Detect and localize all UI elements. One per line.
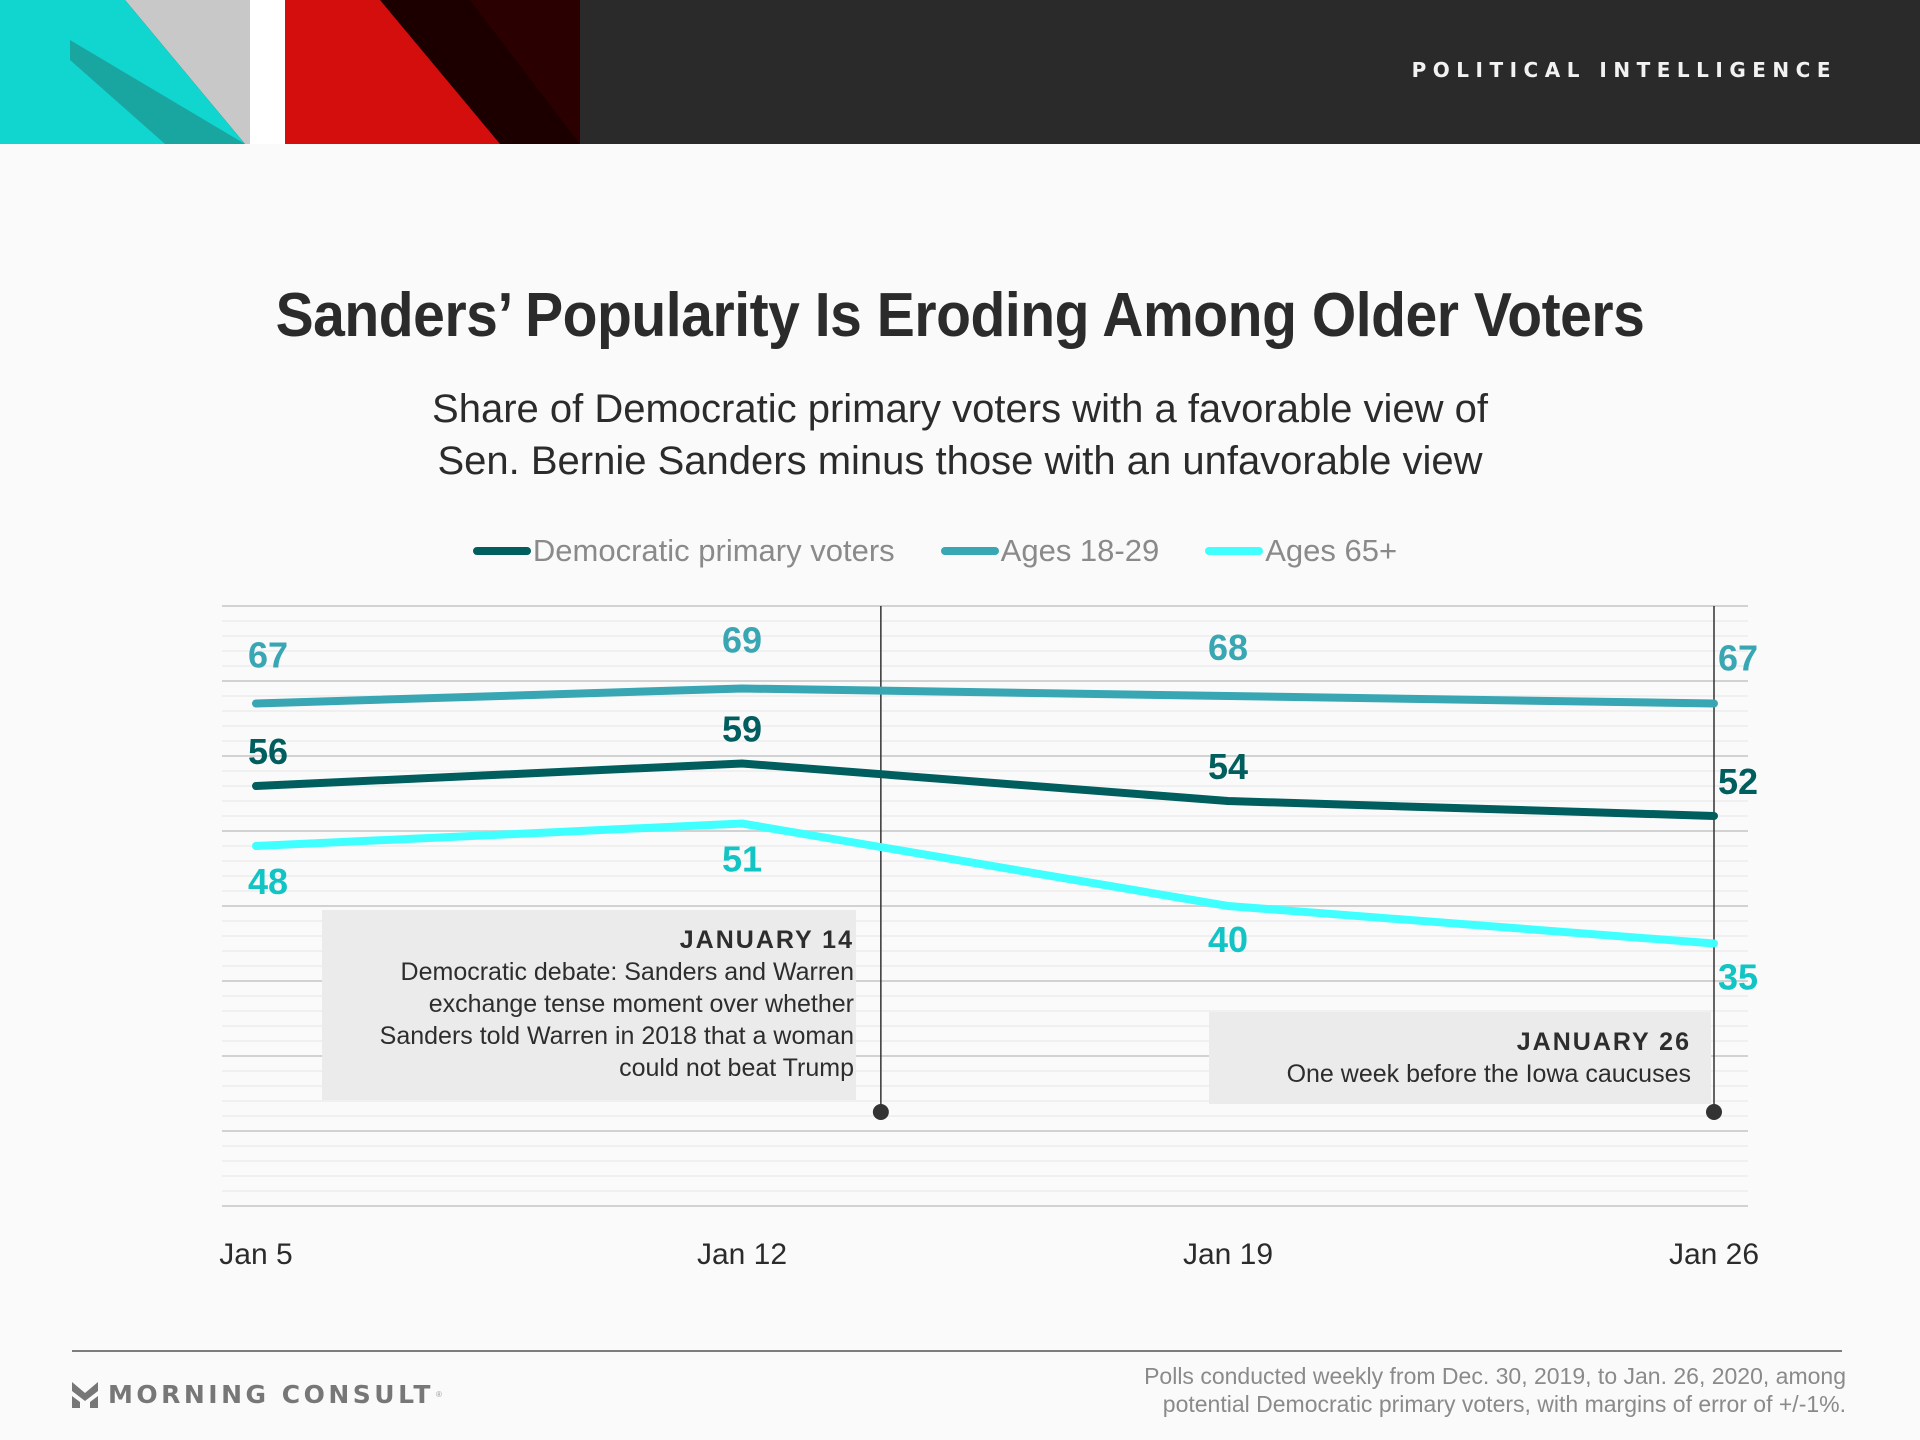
data-label: 67 — [248, 635, 288, 676]
annotation-text-line: exchange tense moment over whether — [428, 990, 854, 1018]
x-tick-label: Jan 12 — [697, 1238, 787, 1271]
annotation-date: JANUARY 14 — [679, 926, 854, 954]
morning-consult-logo-icon — [72, 1381, 98, 1408]
data-label: 69 — [722, 620, 762, 661]
x-tick-label: Jan 19 — [1183, 1238, 1273, 1271]
data-label: 56 — [248, 731, 288, 772]
series-line-democratic-primary-voters — [252, 759, 1718, 820]
annotation-marker-dot — [872, 1104, 889, 1120]
annotation-marker-dot — [1706, 1104, 1722, 1120]
legend-item-ages-18-29: Ages 18-29 — [940, 533, 1160, 569]
subtitle-line: Sen. Bernie Sanders minus those with an … — [437, 439, 1483, 483]
annotation-january-14: JANUARY 14 Democratic debate: Sanders an… — [322, 910, 856, 1100]
data-label: 51 — [722, 839, 762, 880]
series-line-ages-18-29 — [252, 684, 1718, 708]
chart-title: Sanders’ Popularity Is Eroding Among Old… — [275, 281, 1645, 350]
section-label: POLITICAL INTELLIGENCE — [1411, 58, 1837, 82]
chart-legend: Democratic primary voters Ages 18-29 Age… — [0, 533, 1895, 569]
data-label: 40 — [1208, 919, 1248, 960]
subtitle-line: Share of Democratic primary voters with … — [432, 387, 1488, 431]
legend-swatch — [940, 547, 999, 555]
legend-swatch — [472, 547, 531, 555]
legend-label: Ages 65+ — [1265, 533, 1398, 568]
data-label: 59 — [722, 709, 762, 750]
banner-artwork — [0, 0, 580, 144]
legend-item-democratic-primary-voters: Democratic primary voters — [472, 533, 895, 569]
data-labels: 67 69 68 67 56 59 54 52 48 51 40 35 — [248, 620, 1758, 998]
x-tick-label: Jan 26 — [1669, 1238, 1759, 1271]
header-banner: POLITICAL INTELLIGENCE — [0, 0, 1920, 144]
data-label: 52 — [1718, 761, 1758, 802]
legend-label: Ages 18-29 — [1000, 533, 1160, 568]
chart-subtitle: Share of Democratic primary voters with … — [0, 383, 1920, 487]
footer-divider — [72, 1350, 1842, 1352]
data-label: 48 — [248, 861, 288, 902]
data-label: 67 — [1718, 638, 1758, 679]
methodology-note: Polls conducted weekly from Dec. 30, 201… — [1086, 1362, 1846, 1418]
annotation-text-line: Sanders told Warren in 2018 that a woman — [379, 1022, 854, 1050]
legend-swatch — [1205, 547, 1264, 555]
series-lines — [252, 684, 1718, 948]
x-axis-ticks: Jan 5 Jan 12 Jan 19 Jan 26 — [219, 1238, 1759, 1271]
registered-mark: ® — [435, 1390, 442, 1399]
note-line: Polls conducted weekly from Dec. 30, 201… — [1144, 1363, 1846, 1389]
annotation-text-line: One week before the Iowa caucuses — [1286, 1060, 1691, 1088]
data-label: 68 — [1208, 627, 1248, 668]
legend-label: Democratic primary voters — [532, 533, 895, 568]
data-label: 54 — [1208, 746, 1248, 787]
legend-item-ages-65-plus: Ages 65+ — [1205, 533, 1397, 569]
logo-text: MORNING CONSULT — [108, 1380, 434, 1409]
note-line: potential Democratic primary voters, wit… — [1162, 1391, 1846, 1417]
annotation-date: JANUARY 26 — [1516, 1028, 1691, 1056]
data-label: 35 — [1718, 957, 1758, 998]
series-line-ages-65- — [252, 819, 1718, 948]
x-tick-label: Jan 5 — [219, 1238, 292, 1271]
annotation-text-line: Democratic debate: Sanders and Warren — [400, 958, 854, 986]
annotation-january-26: JANUARY 26 One week before the Iowa cauc… — [1209, 1012, 1711, 1104]
morning-consult-logo: MORNING CONSULT ® — [72, 1380, 442, 1409]
annotation-text-line: could not beat Trump — [619, 1054, 854, 1082]
